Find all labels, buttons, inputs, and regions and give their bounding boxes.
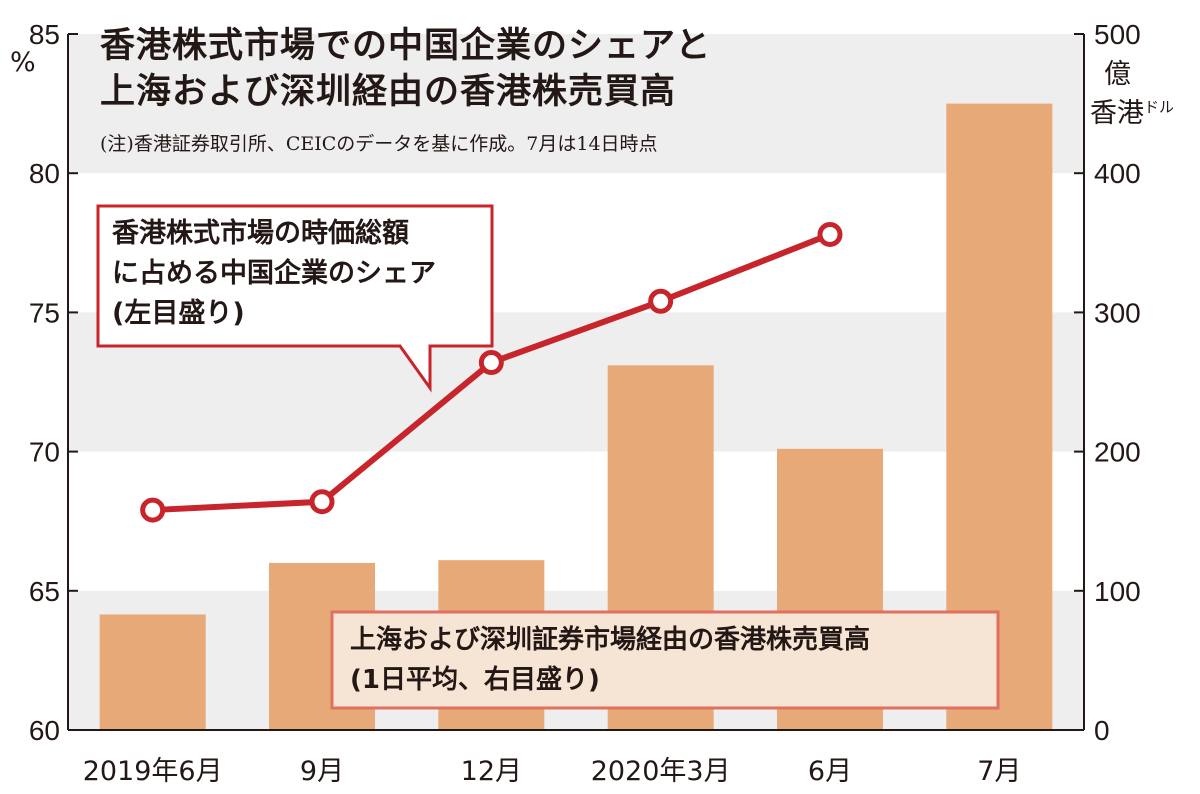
left-tick-label: 70 xyxy=(29,437,60,468)
chart-title-line1: 香港株式市場での中国企業のシェアと xyxy=(100,26,712,66)
right-tick-label: 200 xyxy=(1094,437,1141,468)
axes xyxy=(67,34,1085,731)
line-callout-line1: 香港株式市場の時価総額 xyxy=(112,218,409,249)
x-tick-label: 9月 xyxy=(300,756,344,787)
line-callout-line2: に占める中国企業のシェア xyxy=(112,258,436,289)
bar-callout-line1: 上海および深圳証券市場経由の香港株売買高 xyxy=(350,625,871,655)
line-point xyxy=(478,350,504,376)
right-axis-unit-line2: 香港ドル xyxy=(1090,98,1175,129)
line-point xyxy=(140,497,166,523)
bar-callout-line2: (1日平均、右目盛り) xyxy=(350,665,600,695)
x-tick-label: 12月 xyxy=(461,756,522,787)
line-point xyxy=(817,221,843,247)
x-tick-label: 2020年3月 xyxy=(591,756,731,787)
x-tick-label: 2019年6月 xyxy=(83,756,223,787)
x-axis-labels: 2019年6月 9月 12月 2020年3月 6月 7月 xyxy=(83,756,1022,787)
line-point xyxy=(648,288,674,314)
right-tick-label: 0 xyxy=(1094,715,1110,746)
line-series xyxy=(140,221,843,523)
right-axis-ticks: 0 100 200 300 400 500 xyxy=(1074,19,1141,746)
left-tick-label: 75 xyxy=(29,297,60,328)
x-tick-label: 6月 xyxy=(808,756,852,787)
x-tick-label: 7月 xyxy=(977,756,1021,787)
left-axis-unit: % xyxy=(10,47,36,78)
bar xyxy=(99,614,206,730)
right-tick-label: 300 xyxy=(1094,297,1141,328)
bar-callout-text: 上海および深圳証券市場経由の香港株売買高 (1日平均、右目盛り) xyxy=(350,620,870,700)
line-callout-text: 香港株式市場の時価総額 に占める中国企業のシェア (左目盛り) xyxy=(112,214,436,334)
right-tick-label: 500 xyxy=(1094,19,1141,50)
chart-title-line2: 上海および深圳経由の香港株売買高 xyxy=(100,72,677,112)
left-tick-label: 65 xyxy=(29,576,60,607)
bar-callout-box xyxy=(330,610,1000,710)
line-point xyxy=(309,489,335,515)
left-tick-label: 60 xyxy=(29,715,60,746)
line-callout-line3: (左目盛り) xyxy=(112,298,245,329)
left-tick-label: 80 xyxy=(29,158,60,189)
right-axis-unit-small: ドル xyxy=(1144,98,1175,116)
line-callout-box xyxy=(96,204,494,393)
left-axis-ticks: 60 65 70 75 80 85 xyxy=(29,19,78,746)
chart-note: (注)香港証券取引所、CEICのデータを基に作成。7月は14日時点 xyxy=(100,133,658,155)
grid-band xyxy=(68,34,1084,174)
right-tick-label: 400 xyxy=(1094,158,1141,189)
right-axis-unit-line1: 億 xyxy=(1104,59,1131,90)
right-tick-label: 100 xyxy=(1094,576,1141,607)
left-tick-label: 85 xyxy=(29,19,60,50)
